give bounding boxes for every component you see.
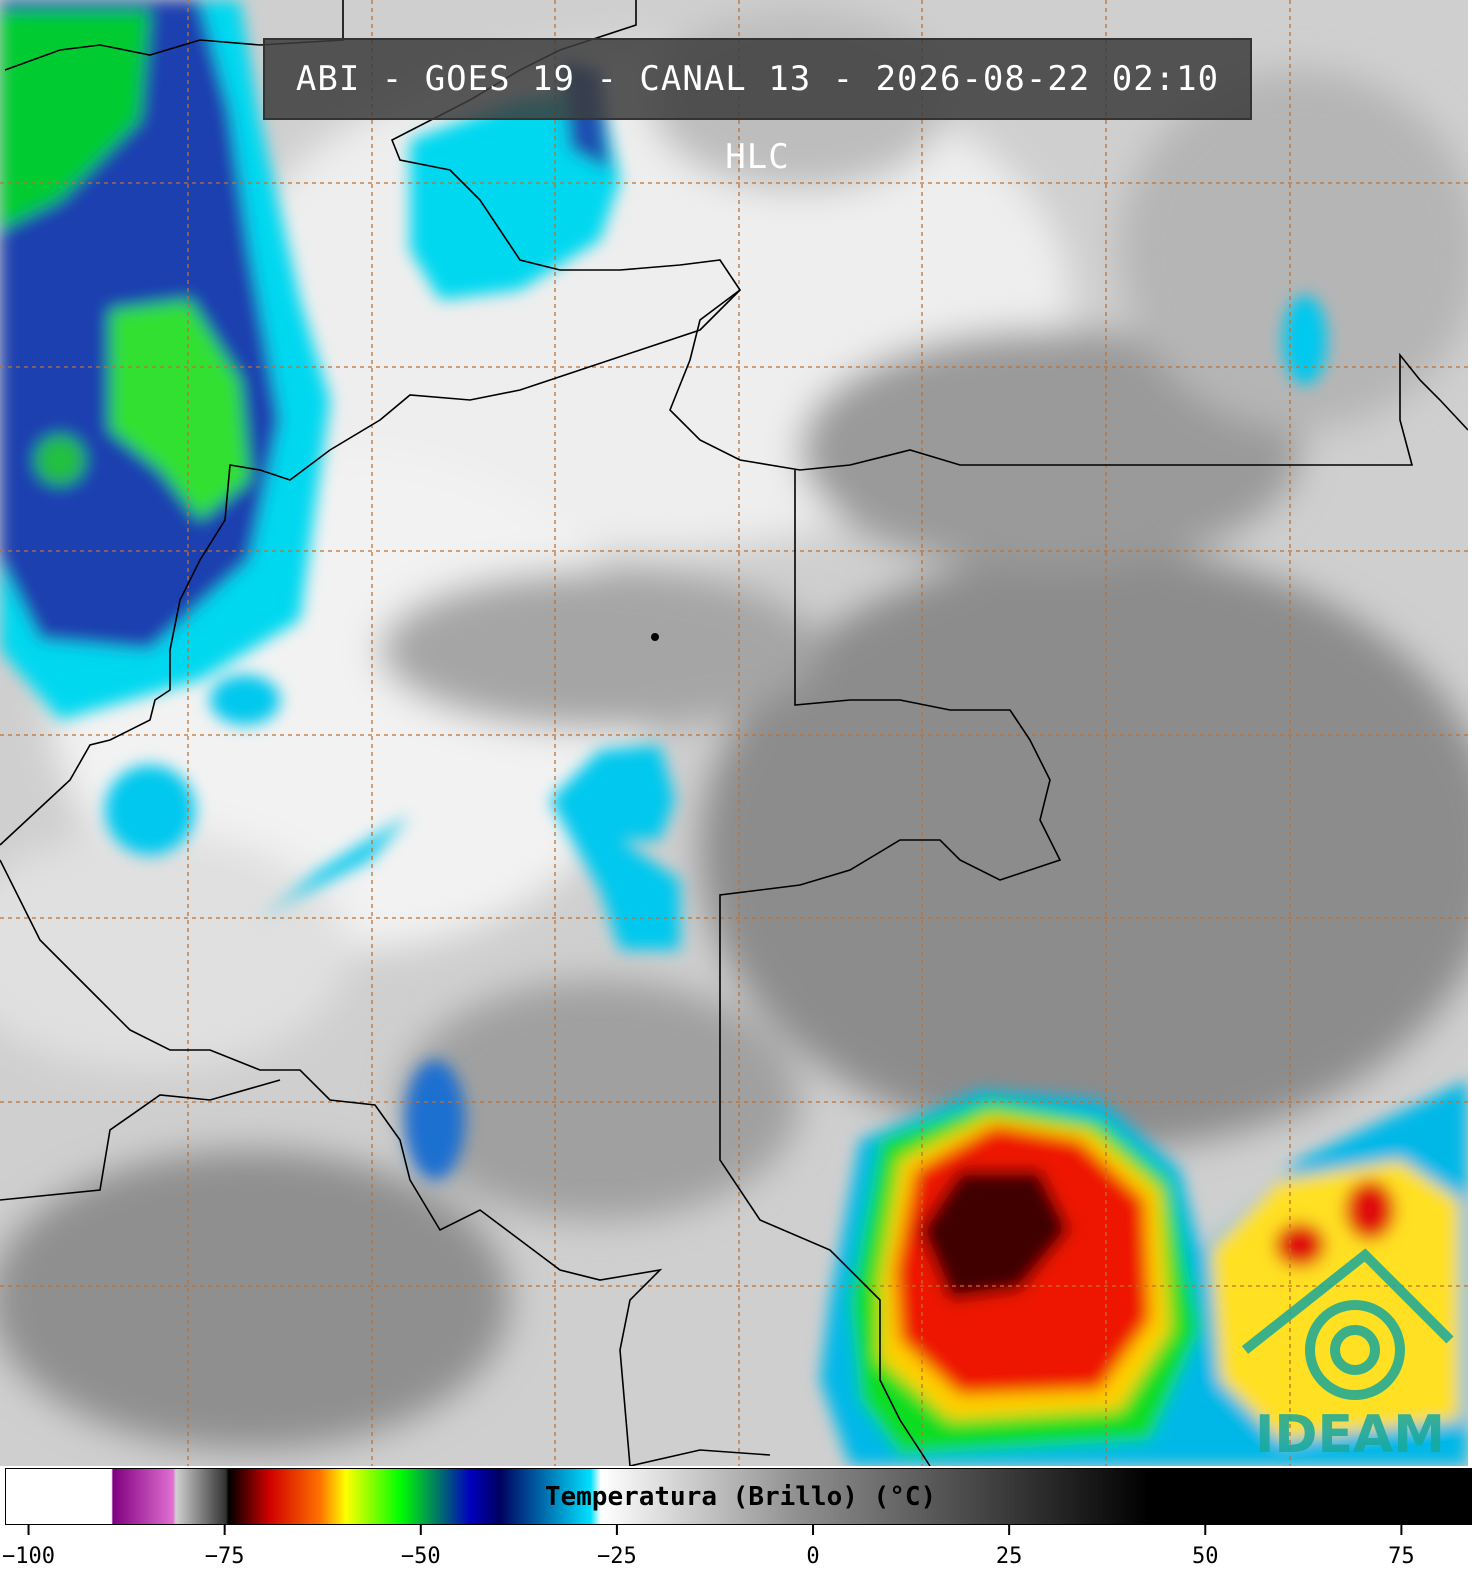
colorbar-title: Temperatura (Brillo) (°C): [544, 1482, 937, 1512]
tick-label: 25: [996, 1544, 1023, 1569]
city-marker: [651, 633, 659, 641]
tick-label: 75: [1388, 1544, 1415, 1569]
colorbar: [5, 1468, 1472, 1525]
borders: [0, 0, 1468, 1466]
logo-mark: [1241, 1248, 1454, 1400]
logo-text: IDEAM: [1255, 1405, 1446, 1465]
colorbar-axis: −100 −75 −50 −25 0 25 50 75: [2, 1525, 1415, 1569]
tick-label: −25: [597, 1544, 637, 1569]
tick-label: −75: [205, 1544, 245, 1569]
tick-label: −50: [401, 1544, 441, 1569]
satellite-map: [0, 0, 1468, 1466]
title: ABI - GOES 19 - CANAL 13 - 2026-08-22 02…: [263, 38, 1252, 177]
tick-label: −100: [2, 1544, 55, 1569]
tick-label: 0: [806, 1544, 819, 1569]
tick-label: 50: [1192, 1544, 1219, 1569]
